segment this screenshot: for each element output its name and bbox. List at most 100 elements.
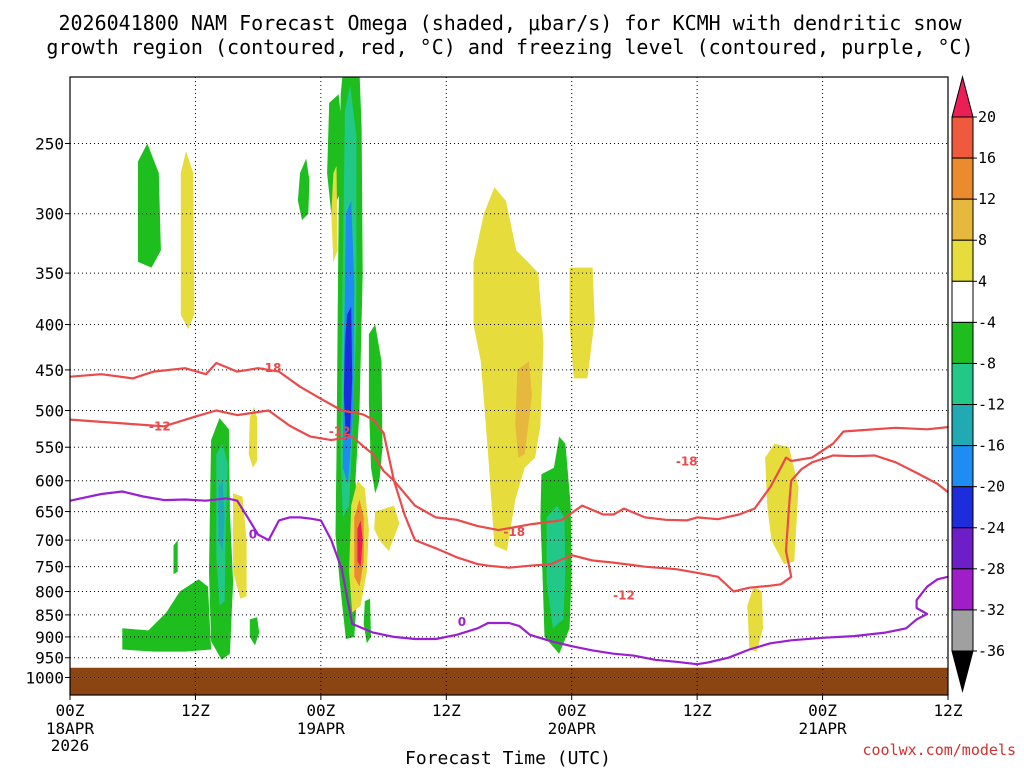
contour-label-7: 0	[458, 615, 466, 629]
omega-region-upward-cyan-day2	[546, 505, 566, 629]
omega-region-downward-yellow-day3-low	[747, 586, 763, 652]
plot-area: -18 -12 -12 -18 -18 -12 0 0	[69, 76, 949, 696]
colorbar-segment-9	[951, 445, 974, 488]
omega-region-upward-green-dot	[173, 540, 178, 575]
colorbar-label-2: 12	[978, 190, 996, 208]
y-tick-label-900: 900	[35, 628, 64, 647]
y-tick-label-350: 350	[35, 264, 64, 283]
x-tick-label-84: 12Z	[934, 701, 963, 720]
colorbar-segment-2	[951, 157, 974, 200]
x-tick-date-0-0: 18APR	[46, 719, 95, 738]
x-tick-date-48-0: 20APR	[548, 719, 597, 738]
y-tick-label-950: 950	[35, 649, 64, 668]
colorbar-label-10: -24	[978, 519, 1005, 537]
x-tick-label-48: 00Z	[557, 701, 586, 720]
x-tick-date-24-0: 19APR	[297, 719, 346, 738]
contour-label-0: -18	[260, 361, 282, 375]
y-tick-label-800: 800	[35, 583, 64, 602]
x-tick-label-24: 00Z	[306, 701, 335, 720]
contour-freezing_0C	[70, 490, 948, 666]
y-tick-label-550: 550	[35, 438, 64, 457]
colorbar-label-5: -4	[978, 313, 996, 331]
x-axis-title: Forecast Time (UTC)	[405, 748, 611, 768]
omega-region-upward-green-main	[297, 158, 310, 221]
y-tick-label-450: 450	[35, 361, 64, 380]
y-tick-label-650: 650	[35, 503, 64, 522]
omega-region-upward-green-lobe-1	[249, 617, 260, 646]
contour-label-1: -12	[149, 419, 171, 433]
colorbar-segment-8	[951, 404, 974, 447]
y-axis: 250 300 350 400 450 500 550 600 650 700 750 800 850 9…	[25, 135, 70, 688]
colorbar-segment-11	[951, 527, 974, 570]
colorbar-segment-12	[951, 568, 974, 611]
x-tick-date-0-1: 2026	[51, 736, 90, 755]
x-tick-label-60: 12Z	[683, 701, 712, 720]
contour-label-6: 0	[249, 528, 257, 542]
colorbar-label-6: -8	[978, 354, 996, 372]
colorbar-label-7: -12	[978, 396, 1005, 414]
omega-region-upward-green-lobe-2	[363, 598, 371, 644]
colorbar-label-11: -28	[978, 560, 1005, 578]
contour-label-5: -12	[613, 588, 635, 602]
plot-content: -18 -12 -12 -18 -18 -12 0 0	[70, 77, 948, 695]
y-tick-label-750: 750	[35, 558, 64, 577]
y-tick-label-500: 500	[35, 402, 64, 421]
colorbar-label-12: -32	[978, 601, 1005, 619]
y-tick-label-600: 600	[35, 472, 64, 491]
omega-region-downward-yellow-early	[180, 151, 195, 330]
contour-label-3: -18	[503, 525, 525, 539]
colorbar-label-1: 16	[978, 149, 996, 167]
omega-region-upward-darkblue-core	[343, 306, 353, 441]
omega-region-downward-yellow-big	[473, 187, 544, 551]
y-tick-label-400: 400	[35, 316, 64, 335]
colorbar-label-0: 20	[978, 108, 996, 126]
colorbar-segment-4	[951, 239, 974, 282]
colorbar-bottom-arrow	[951, 650, 974, 693]
colorbar-top-arrow	[951, 75, 974, 118]
omega-region-downward-yellow-wedge	[374, 505, 400, 551]
x-tick-label-72: 00Z	[808, 701, 837, 720]
omega-region-downward-yellow-day3-upper	[765, 443, 799, 565]
y-tick-label-250: 250	[35, 135, 64, 154]
omega-region-downward-yellow-right	[569, 267, 595, 379]
omega-region-downward-yellow-low-1	[233, 493, 247, 599]
chart-title-line-1: 2026041800 NAM Forecast Omega (shaded, μ…	[58, 11, 962, 35]
contour-dgz_-18C	[70, 361, 948, 532]
colorbar-segment-3	[951, 198, 974, 241]
x-tick-label-0: 00Z	[56, 701, 85, 720]
omega-region-downward-orange-band	[515, 361, 532, 458]
plot-frame	[69, 76, 949, 696]
chart-title-line-2: growth region (contoured, red, °C) and f…	[46, 35, 973, 59]
colorbar-label-8: -16	[978, 437, 1005, 455]
colorbar-label-4: 4	[978, 272, 987, 290]
omega-region-downward-red-core	[357, 520, 363, 567]
ground-surface	[70, 667, 948, 695]
omega-region-downward-yellow-mid-1	[248, 406, 258, 468]
colorbar-segment-1	[951, 116, 974, 159]
colorbar-segment-10	[951, 486, 974, 529]
contour-label-2: -12	[329, 424, 351, 438]
y-tick-label-700: 700	[35, 531, 64, 550]
colorbar-label-3: 8	[978, 231, 987, 249]
y-tick-label-850: 850	[35, 606, 64, 625]
contour-dgz_-12C	[70, 409, 948, 593]
omega-region-upward-green-early	[137, 143, 161, 268]
y-tick-label-300: 300	[35, 205, 64, 224]
x-tick-label-36: 12Z	[432, 701, 461, 720]
site-credit-link[interactable]: coolwx.com/models	[862, 741, 1016, 759]
colorbar-segment-7	[951, 362, 974, 406]
x-tick-label-12: 12Z	[181, 701, 210, 720]
colorbar-segment-6	[951, 321, 974, 364]
colorbar-segment-5	[951, 280, 974, 323]
contour-label-4: -18	[676, 455, 698, 469]
colorbar-segment-13	[951, 609, 974, 652]
omega-region-upward-green-low-1	[122, 579, 212, 652]
x-tick-date-72-0: 21APR	[798, 719, 847, 738]
colorbar-label-13: -36	[978, 642, 1005, 660]
colorbar-legend: 20 16 12 8 4 -4 -8 -12 -16 -20 -24 -28 -32 -36	[951, 75, 1005, 693]
y-tick-label-1000: 1000	[25, 669, 64, 688]
colorbar-label-9: -20	[978, 478, 1005, 496]
omega-region-upward-green-right-column	[368, 324, 383, 494]
